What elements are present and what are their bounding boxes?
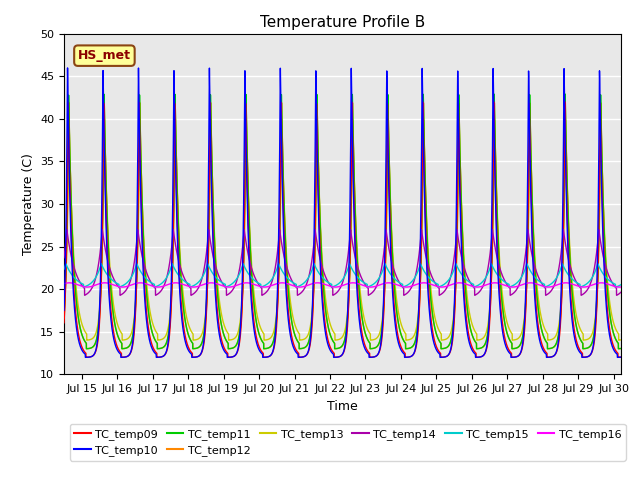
Text: HS_met: HS_met: [78, 49, 131, 62]
Legend: TC_temp09, TC_temp10, TC_temp11, TC_temp12, TC_temp13, TC_temp14, TC_temp15, TC_: TC_temp09, TC_temp10, TC_temp11, TC_temp…: [70, 424, 626, 460]
X-axis label: Time: Time: [327, 400, 358, 413]
Title: Temperature Profile B: Temperature Profile B: [260, 15, 425, 30]
Y-axis label: Temperature (C): Temperature (C): [22, 153, 35, 255]
